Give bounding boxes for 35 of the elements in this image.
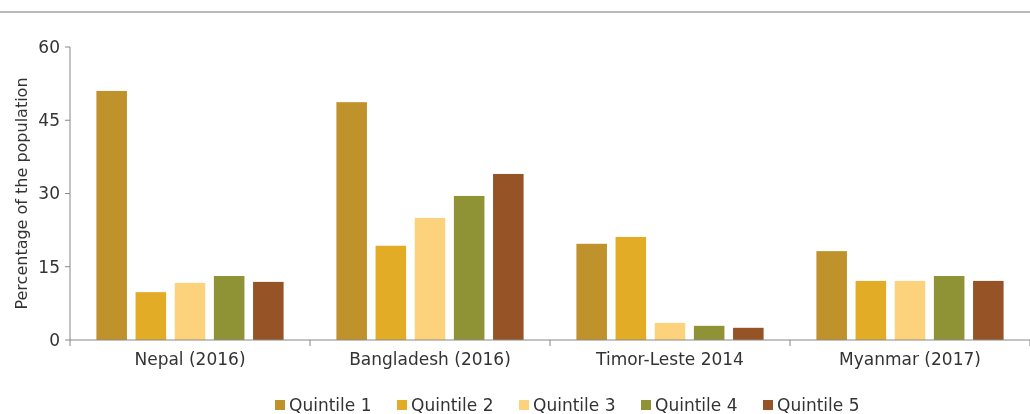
bar bbox=[336, 102, 367, 340]
bar bbox=[174, 282, 206, 340]
y-tick-label: 0 bbox=[49, 329, 60, 350]
legend-label: Quintile 5 bbox=[777, 394, 860, 414]
bar bbox=[816, 251, 847, 340]
bar bbox=[253, 281, 284, 340]
x-tick-label: Timor-Leste 2014 bbox=[595, 349, 744, 369]
x-tick-label: Nepal (2016) bbox=[134, 349, 246, 369]
bar bbox=[375, 245, 407, 340]
bar bbox=[654, 322, 686, 340]
x-tick-label: Bangladesh (2016) bbox=[349, 349, 511, 369]
legend-label: Quintile 4 bbox=[655, 394, 738, 414]
bar bbox=[213, 276, 245, 340]
bar bbox=[693, 325, 725, 340]
legend-label: Quintile 3 bbox=[533, 394, 616, 414]
bar bbox=[894, 280, 926, 340]
y-tick-label: 60 bbox=[38, 36, 60, 57]
bar bbox=[733, 327, 764, 340]
bar bbox=[615, 236, 647, 340]
bar bbox=[414, 217, 446, 340]
bar bbox=[855, 280, 887, 340]
legend-label: Quintile 1 bbox=[289, 394, 372, 414]
bar bbox=[576, 243, 607, 340]
bar bbox=[96, 90, 127, 340]
bar bbox=[453, 195, 485, 340]
x-tick-label: Myanmar (2017) bbox=[839, 349, 981, 369]
y-axis-title: Percentage of the population bbox=[12, 77, 31, 310]
y-tick-label: 15 bbox=[38, 256, 60, 277]
bar bbox=[135, 292, 167, 340]
legend-label: Quintile 2 bbox=[411, 394, 494, 414]
bar bbox=[493, 173, 524, 340]
y-tick-label: 30 bbox=[38, 183, 60, 204]
bar bbox=[933, 276, 965, 340]
bar bbox=[973, 280, 1004, 340]
y-tick-label: 45 bbox=[38, 110, 60, 131]
